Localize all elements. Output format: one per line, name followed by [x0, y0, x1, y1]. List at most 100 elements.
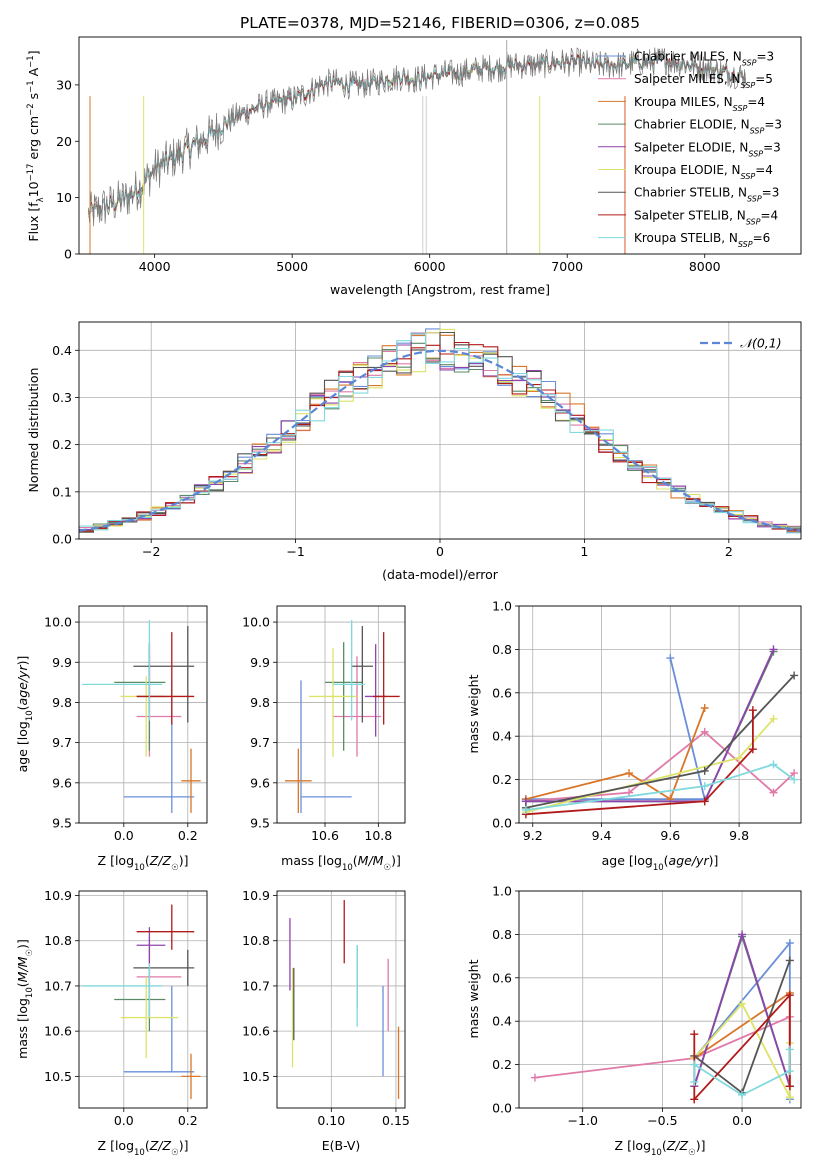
series-marker [769, 760, 778, 769]
normal-curve [79, 349, 801, 532]
y-tick-label: 0.4 [52, 343, 72, 358]
y-tick-label: 10.9 [242, 888, 270, 903]
y-tick-label: 9.6 [250, 775, 270, 790]
x-tick-label: 7000 [551, 259, 583, 274]
y-tick-label: 9.7 [52, 735, 72, 750]
y-tick-label: 9.8 [52, 695, 72, 710]
x-tick-label: 0.0 [114, 828, 134, 843]
x-tick-label: 9.4 [592, 828, 612, 843]
x-axis-label-z-weight: Z [log10(Z/Z☉)] [615, 1138, 706, 1158]
series-marker [785, 956, 794, 965]
panel-z-mass: 0.0 0.2 10.5 10.6 10.7 10.8 10.9 [44, 888, 208, 1128]
series-marker [785, 991, 794, 1000]
series-marker [785, 1082, 794, 1091]
x-tick-label: 0.0 [732, 1113, 752, 1128]
series-line [525, 710, 754, 816]
y-tick-label: 30 [56, 77, 72, 92]
x-axis-label-age-weight: age [log10(age/yr)] [602, 853, 719, 873]
axes-frame [78, 890, 208, 1109]
errorbar-chabrier-stelib [133, 626, 195, 723]
x-tick-label: 5000 [276, 259, 308, 274]
errorbar-salpeter-stelib [136, 904, 195, 950]
plot-area [79, 328, 801, 534]
x-axis-label-z-age: Z [log10(Z/Z☉)] [98, 853, 189, 873]
x-tick-label: 0.15 [382, 1113, 410, 1128]
y-tick-label: 0.2 [492, 1057, 512, 1072]
legend-label-kroupa-miles: Kroupa MILES, NSSP=4 [634, 95, 765, 113]
x-tick-label: 0.10 [317, 1113, 345, 1128]
legend-label-chabrier-stelib: Chabrier STELIB, NSSP=3 [634, 186, 779, 204]
plot-area [521, 645, 799, 819]
spectrum-data [88, 47, 746, 227]
panel-spectrum: 4000 5000 6000 7000 8000 0 10 20 30 wavelength [A… [56, 36, 802, 297]
axes-frame [78, 36, 802, 255]
plot-area [82, 620, 201, 813]
x-tick-label: 10.8 [364, 828, 392, 843]
series-marker [738, 1090, 747, 1099]
x-tick-label: 9.6 [660, 828, 680, 843]
series-marker [738, 999, 747, 1008]
series-kroupa-stelib [521, 760, 799, 814]
y-tick-label: 9.9 [250, 655, 270, 670]
errorbar-chabrier-stelib [351, 626, 373, 723]
y-tick-label: 9.8 [250, 695, 270, 710]
legend-label-kroupa-stelib: Kroupa STELIB, NSSP=6 [634, 231, 770, 249]
y-tick-label: 9.5 [250, 816, 270, 831]
errorbar-salpeter-elodie [136, 927, 166, 964]
errorbar-chabrier-miles [123, 680, 195, 813]
x-tick-label: 2 [725, 544, 733, 559]
legend-label-salpeter-elodie: Salpeter ELODIE, NSSP=3 [634, 140, 781, 158]
y-tick-label: 9.7 [250, 735, 270, 750]
y-tick-label: 10.7 [242, 978, 270, 993]
y-tick-label: 0.8 [492, 642, 512, 657]
y-tick-label: 0.1 [52, 484, 72, 499]
y-tick-label: 1.0 [492, 599, 512, 614]
x-axis-label-ebv: E(B-V) [322, 1138, 361, 1153]
y-tick-label: 9.5 [52, 816, 72, 831]
y-tick-label: 0.0 [492, 1101, 512, 1116]
errorbar-kroupa-elodie [309, 648, 357, 757]
series-marker [690, 1030, 699, 1039]
x-axis-label: wavelength [Angstrom, rest frame] [330, 282, 550, 297]
series-marker [690, 1077, 699, 1086]
y-axis-label-age-weight: mass weight [466, 674, 481, 753]
panel-mass-age: 10.6 10.8 9.5 9.6 9.7 9.8 9.9 10.0 [242, 605, 406, 843]
y-tick-label: 10.5 [44, 1069, 72, 1084]
legend-label-salpeter-miles: Salpeter MILES, NSSP=5 [634, 72, 773, 90]
y-tick-label: 0.4 [492, 1014, 512, 1029]
x-tick-label: 1 [580, 544, 588, 559]
series-marker [625, 769, 634, 778]
series-chabrier-miles [521, 654, 709, 804]
x-tick-label: 0.0 [114, 1113, 134, 1128]
series-marker [700, 727, 709, 736]
panel-z-age: 0.0 0.2 9.5 9.6 9.7 9.8 9.9 10.0 [44, 605, 208, 843]
plot-area [289, 900, 400, 1099]
series-salpeter-miles [521, 727, 799, 806]
plot-area [285, 620, 400, 813]
axes-frame [78, 321, 802, 540]
y-tick-label: 0.0 [52, 532, 72, 547]
x-tick-label: −1.0 [568, 1113, 598, 1128]
series-marker [785, 1067, 794, 1076]
legend-label-kroupa-elodie: Kroupa ELODIE, NSSP=4 [634, 163, 773, 181]
series-marker [769, 714, 778, 723]
y-axis-label-z-age: age [log10(age/yr)] [15, 656, 35, 773]
panel-z-weight: −1.0 −0.5 0.0 0.0 0.2 0.4 0.6 0.8 1.0 [492, 884, 802, 1128]
x-tick-label: 10.6 [311, 828, 339, 843]
series-line [525, 649, 775, 803]
series-marker [735, 753, 744, 762]
errorbar-kroupa-miles [181, 748, 201, 813]
x-tick-label: −2 [142, 544, 160, 559]
x-tick-label: 9.2 [523, 828, 543, 843]
y-axis-label-z-mass: mass [log10(M/M☉)] [15, 939, 35, 1059]
y-tick-label: 10.9 [44, 888, 72, 903]
plot-area [530, 930, 794, 1104]
y-tick-label: 10.5 [242, 1069, 270, 1084]
series-marker [521, 805, 530, 814]
y-tick-label: 10.0 [44, 615, 72, 630]
axes-frame [78, 605, 208, 824]
series-marker [785, 1045, 794, 1054]
y-tick-label: 10.6 [44, 1024, 72, 1039]
series-marker [700, 766, 709, 775]
series-marker [690, 1095, 699, 1104]
